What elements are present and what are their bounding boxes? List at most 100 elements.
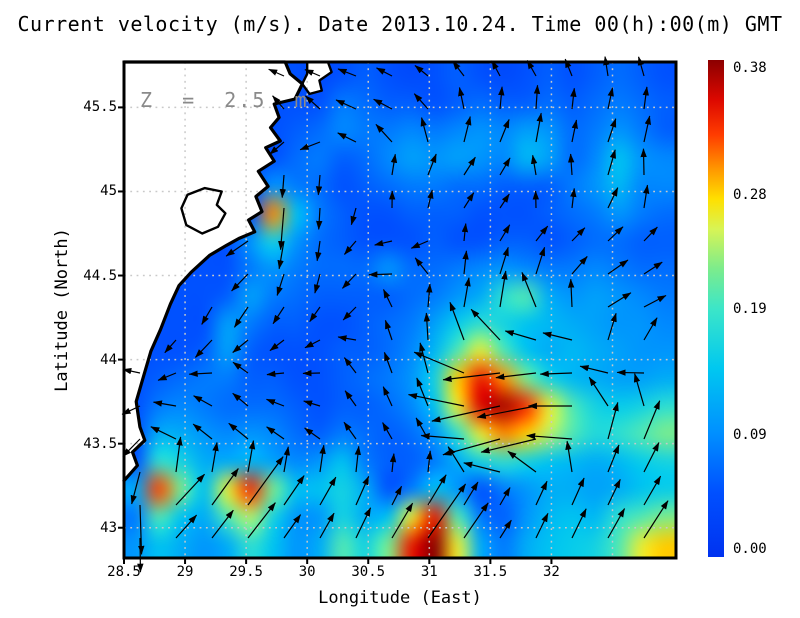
current-arrow [607,401,619,440]
current-arrow [431,405,501,423]
current-arrow [354,445,362,473]
current-arrow [603,56,610,77]
current-arrow [499,246,509,275]
y-tick-label: 45.5 [83,99,117,116]
x-tick-label: 32 [542,564,560,580]
y-tick-label: 45 [100,183,117,200]
current-arrow [499,193,510,209]
y-tick-label: 43.5 [83,435,117,452]
current-arrow [384,319,393,341]
current-arrow [643,442,660,473]
current-arrow [571,477,585,506]
current-arrow [337,132,357,143]
current-arrow [315,174,323,196]
current-arrow [232,339,249,353]
current-arrow [427,189,434,209]
current-arrow [535,112,543,143]
x-tick-label: 31.5 [473,564,508,580]
chart-title: Current velocity (m/s). Date 2013.10.24.… [17,12,783,36]
current-arrow [607,149,616,176]
current-arrow [164,339,177,354]
current-arrow [499,118,510,143]
current-arrow [643,475,662,506]
y-tick-label: 43 [100,519,117,536]
land-fill [124,62,303,481]
current-arrow [319,444,326,473]
current-arrow [193,395,213,407]
current-arrow [278,207,285,251]
current-arrow [283,446,290,473]
current-arrow [232,361,249,374]
coastline [122,60,304,483]
current-arrow [228,422,249,440]
current-arrow [355,475,370,506]
current-arrow [499,224,511,242]
current-arrow [588,376,609,407]
current-arrow [382,422,393,440]
current-arrow [355,507,372,539]
current-arrow [390,153,398,176]
current-arrow [343,357,357,374]
current-arrow [533,84,541,110]
current-arrow [410,240,429,249]
current-arrow [175,514,198,539]
current-arrow [571,119,578,143]
x-tick-label: 31 [420,564,438,580]
current-arrow [152,400,177,407]
current-arrow [463,277,471,308]
colorbar [708,60,724,557]
y-tick-label: 44.5 [83,267,117,284]
current-arrow [499,519,512,539]
current-arrow [571,227,586,242]
current-arrow [299,141,321,151]
current-arrow [343,240,357,255]
current-arrow [304,339,321,349]
current-arrow [499,157,511,176]
current-arrow [350,207,357,226]
current-arrow [344,390,357,407]
current-arrow [268,68,285,77]
current-arrow [175,436,183,473]
current-arrow [305,95,321,110]
current-arrow [304,427,321,440]
current-arrow [427,483,467,539]
current-arrow [470,308,501,341]
current-arrow [376,67,393,77]
colorbar-tick-label: 0.28 [733,186,767,203]
current-arrow [565,440,573,473]
depth-label: Z = 2.5 m [140,88,309,112]
current-arrow [391,502,414,539]
current-arrow [607,87,614,110]
current-arrow [277,240,285,270]
current-arrow [499,270,508,308]
current-arrow [607,478,621,506]
x-tick-label: 30.5 [351,564,386,580]
current-arrow [535,225,549,242]
current-arrow [374,239,393,247]
current-arrow [643,261,663,275]
current-arrow [225,240,249,257]
colorbar-tick-label: 0.00 [733,541,767,557]
current-arrow [535,512,549,539]
current-arrow [607,312,617,341]
current-arrow [337,335,357,342]
current-arrow [521,271,537,308]
current-arrow [461,223,469,242]
current-arrow [211,468,239,506]
current-arrow [382,386,393,407]
current-arrow [607,118,617,143]
colorbar-tick-label: 0.09 [733,427,767,444]
current-arrow [571,508,587,539]
current-arrow [383,351,393,374]
current-arrow [463,461,501,473]
current-arrow [633,373,645,407]
current-arrow [498,86,505,110]
current-arrow [335,99,357,110]
current-arrow [319,512,335,539]
current-arrow [309,306,321,322]
current-arrow [266,398,285,407]
current-arrow [391,485,403,506]
current-arrow [341,273,357,289]
current-arrow [463,502,489,539]
current-arrow [643,184,650,209]
